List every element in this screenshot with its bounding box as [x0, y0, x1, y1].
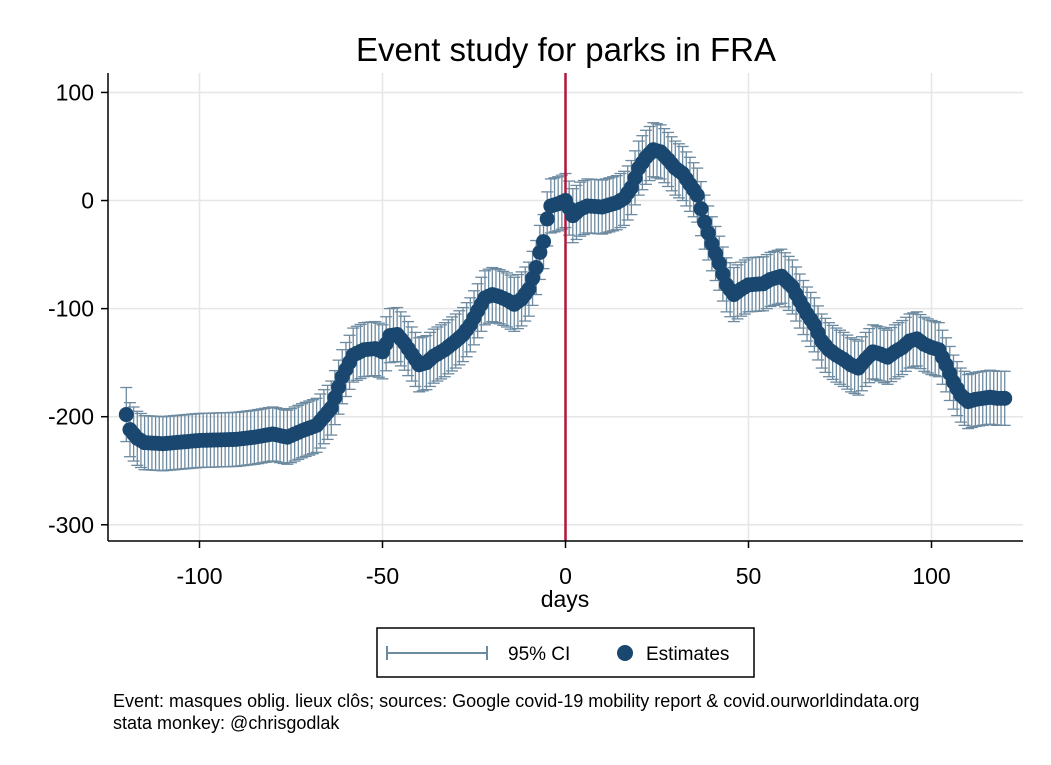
x-tick-label: -50 — [366, 563, 399, 589]
x-tick-label: -100 — [176, 563, 222, 589]
note-line-2: stata monkey: @chrisgodlak — [113, 713, 340, 733]
estimate-point — [528, 260, 544, 276]
y-tick-label: -100 — [48, 296, 94, 322]
legend: 95% CI Estimates — [376, 627, 755, 678]
legend-estimates-label: Estimates — [646, 644, 729, 665]
estimate-points — [118, 142, 1013, 452]
chart-title: Event study for parks in FRA — [356, 31, 776, 68]
axes: 100 0 -100 -200 -300 -100 -50 0 50 100 — [48, 73, 1023, 589]
y-tick-label: -200 — [48, 404, 94, 430]
x-tick-label: 50 — [736, 563, 762, 589]
x-axis-label: days — [541, 586, 590, 612]
y-tick-label: 0 — [81, 188, 94, 214]
note-line-1: Event: masques oblig. lieux clôs; source… — [113, 691, 919, 711]
legend-ci-label: 95% CI — [508, 644, 570, 665]
y-tick-label: -300 — [48, 512, 94, 538]
estimate-point — [118, 407, 134, 423]
estimate-point — [693, 201, 709, 217]
estimate-point — [689, 187, 705, 203]
estimate-point — [997, 390, 1013, 406]
legend-ci-symbol — [386, 646, 488, 660]
y-tick-label: 100 — [56, 79, 94, 105]
estimate-point — [536, 234, 552, 250]
x-tick-label: 100 — [912, 563, 950, 589]
x-tick-label: 0 — [559, 563, 572, 589]
legend-estimates-marker — [617, 645, 633, 661]
estimate-point — [539, 211, 555, 227]
